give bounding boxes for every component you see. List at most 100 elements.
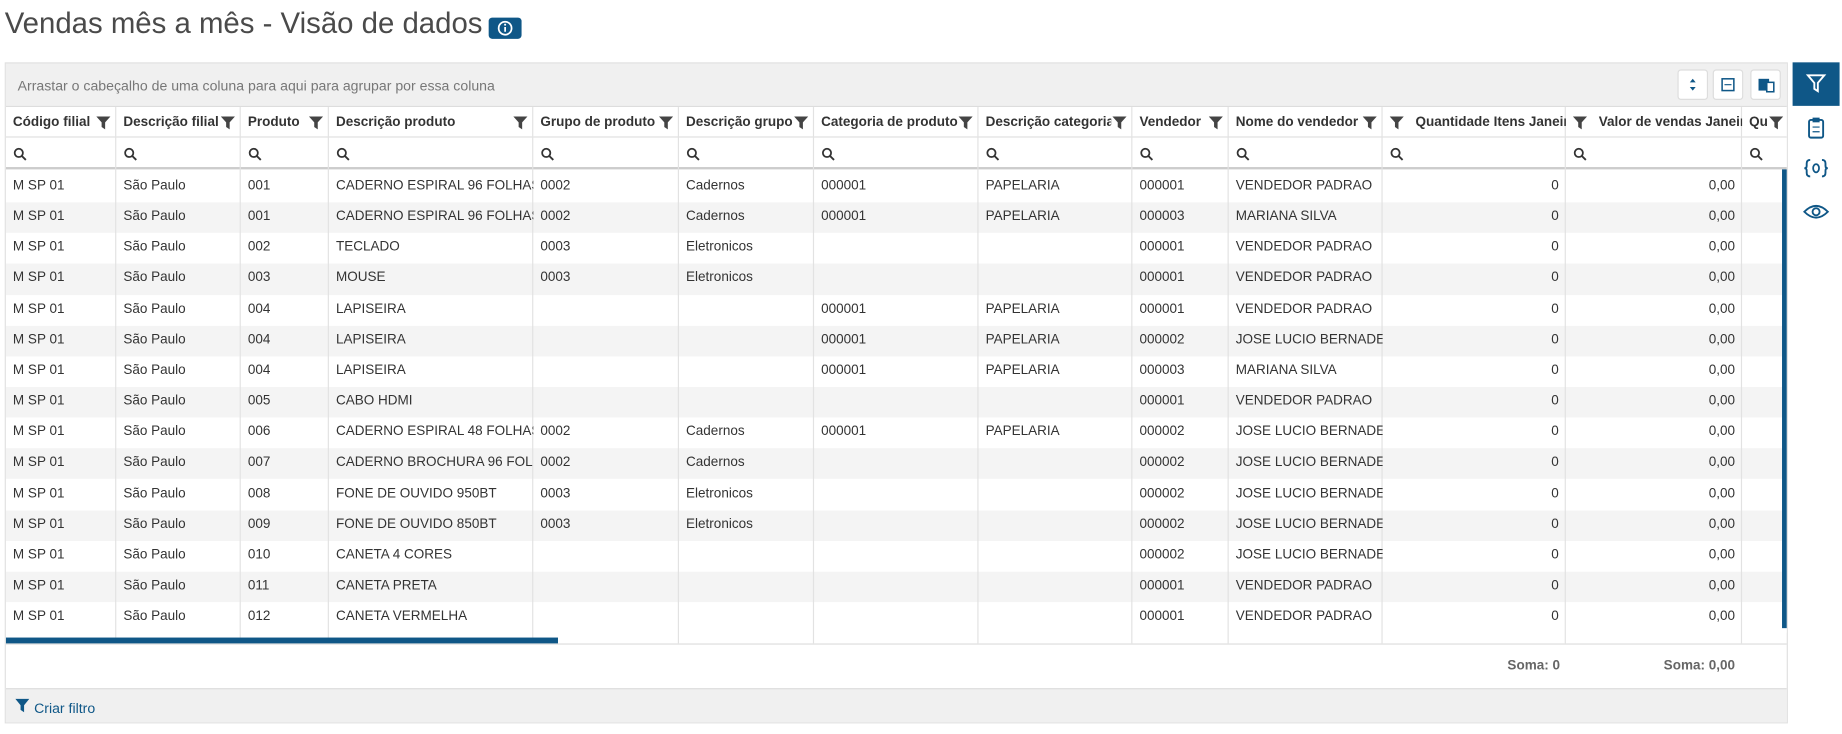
group-panel[interactable]: Arrastar o cabeçalho de uma coluna para …: [5, 63, 1787, 108]
column-filter-icon[interactable]: [220, 115, 236, 130]
column-header[interactable]: Código filial: [12, 115, 91, 130]
column-filter-icon[interactable]: [308, 115, 324, 130]
column-divider: [327, 107, 329, 644]
column-filter-icon[interactable]: [1769, 115, 1784, 130]
column-header[interactable]: Descrição produto: [335, 115, 456, 130]
grid-body: Código filial Descrição filial Produto Desc…: [5, 107, 1787, 644]
cell: 0: [1551, 332, 1559, 347]
cell: 000001: [821, 332, 867, 347]
column-filter-icon[interactable]: [958, 115, 974, 130]
cell: Cadernos: [686, 455, 745, 470]
column-header[interactable]: Valor de vendas Janeiro: [1598, 115, 1743, 130]
column-header[interactable]: Produto: [247, 115, 300, 130]
cell: M SP 01: [12, 424, 65, 439]
cell: 0002: [540, 455, 571, 470]
cell: 0: [1551, 363, 1559, 378]
search-icon[interactable]: [336, 147, 351, 162]
cell: 0: [1551, 486, 1559, 501]
column-filter-icon[interactable]: [659, 115, 674, 130]
cell: PAPELARIA: [985, 363, 1060, 378]
column-filter-icon[interactable]: [1362, 115, 1378, 130]
export-button[interactable]: [1712, 69, 1744, 100]
cell: 0003: [540, 486, 571, 501]
cell: 001: [247, 209, 271, 224]
cell: M SP 01: [12, 209, 65, 224]
cell: 0002: [540, 209, 571, 224]
cell: M SP 01: [12, 301, 65, 316]
column-header[interactable]: Descrição categoria: [985, 115, 1112, 130]
row-bg: [5, 540, 1787, 572]
cell: FONE DE OUVIDO 850BT: [335, 517, 497, 532]
column-filter-icon[interactable]: [96, 115, 111, 130]
column-filter-icon[interactable]: [513, 115, 528, 130]
cell: São Paulo: [123, 209, 186, 224]
column-filter-icon[interactable]: [794, 115, 809, 130]
search-icon[interactable]: [123, 147, 138, 162]
cell: 0,00: [1708, 609, 1736, 624]
search-icon[interactable]: [13, 147, 28, 162]
cell: PAPELARIA: [985, 332, 1060, 347]
cell: 000001: [1139, 178, 1185, 193]
page-title: Vendas mês a mês - Visão de dados: [4, 7, 483, 40]
cell: CADERNO BROCHURA 96 FOLHAS: [335, 455, 533, 470]
column-header[interactable]: Nome do vendedor: [1235, 115, 1359, 130]
info-button[interactable]: [488, 17, 522, 39]
column-divider: [1564, 107, 1566, 644]
cell: 0,00: [1708, 178, 1736, 193]
cell: MOUSE: [335, 271, 386, 286]
column-header[interactable]: Grupo de produto: [540, 115, 656, 130]
vertical-scrollbar[interactable]: [1782, 169, 1787, 629]
column-filter-icon[interactable]: [1389, 115, 1405, 130]
sum-quantity: Soma: 0: [1507, 658, 1561, 673]
cell: 0: [1551, 209, 1559, 224]
cell: 000002: [1139, 517, 1185, 532]
clipboard-icon[interactable]: [1804, 115, 1827, 141]
column-header[interactable]: Descrição grupo: [686, 115, 793, 130]
cell: 004: [247, 301, 271, 316]
search-icon[interactable]: [1139, 147, 1154, 162]
row-bg: [5, 479, 1787, 511]
cell: MARIANA SILVA: [1235, 363, 1337, 378]
create-filter-link[interactable]: Criar filtro: [34, 699, 96, 717]
search-icon[interactable]: [1749, 147, 1764, 162]
cell: 000001: [1139, 240, 1185, 255]
columns-button[interactable]: [1750, 69, 1781, 100]
search-icon[interactable]: [986, 147, 1001, 162]
cell: 0,00: [1708, 455, 1736, 470]
column-filter-icon[interactable]: [1112, 115, 1127, 130]
filter-panel-button[interactable]: [1792, 62, 1840, 106]
search-icon[interactable]: [540, 147, 555, 162]
column-header[interactable]: Qu: [1749, 115, 1768, 130]
cell: 0: [1551, 517, 1559, 532]
column-divider: [812, 107, 815, 644]
cell: São Paulo: [123, 240, 186, 255]
cell: 0,00: [1708, 486, 1736, 501]
search-icon[interactable]: [821, 147, 836, 162]
search-icon[interactable]: [1236, 147, 1251, 162]
search-icon[interactable]: [1390, 147, 1405, 162]
column-filter-icon[interactable]: [1208, 115, 1224, 130]
cell: CANETA VERMELHA: [335, 609, 468, 624]
view-icon[interactable]: [1802, 201, 1830, 222]
search-icon[interactable]: [248, 147, 263, 162]
row-bg: [5, 356, 1787, 388]
cell: VENDEDOR PADRAO: [1235, 178, 1373, 193]
column-header[interactable]: Descrição filial: [123, 115, 219, 130]
column-filter-icon[interactable]: [1572, 115, 1588, 130]
search-icon[interactable]: [686, 147, 701, 162]
cell: 000001: [821, 363, 867, 378]
horizontal-scrollbar[interactable]: [5, 637, 558, 644]
column-divider: [532, 107, 534, 644]
variables-icon[interactable]: [1802, 156, 1830, 180]
cell: São Paulo: [123, 609, 186, 624]
cell: VENDEDOR PADRAO: [1235, 609, 1373, 624]
expand-button[interactable]: [1677, 69, 1709, 100]
column-header[interactable]: Quantidade Itens Janeiro: [1415, 115, 1566, 130]
cell: 002: [247, 240, 271, 255]
cell: São Paulo: [123, 332, 186, 347]
column-header[interactable]: Vendedor: [1139, 115, 1202, 130]
search-icon[interactable]: [1573, 147, 1588, 162]
column-header[interactable]: Categoria de produto: [821, 115, 958, 130]
row-bg: [5, 233, 1787, 265]
cell: 0: [1551, 547, 1559, 563]
